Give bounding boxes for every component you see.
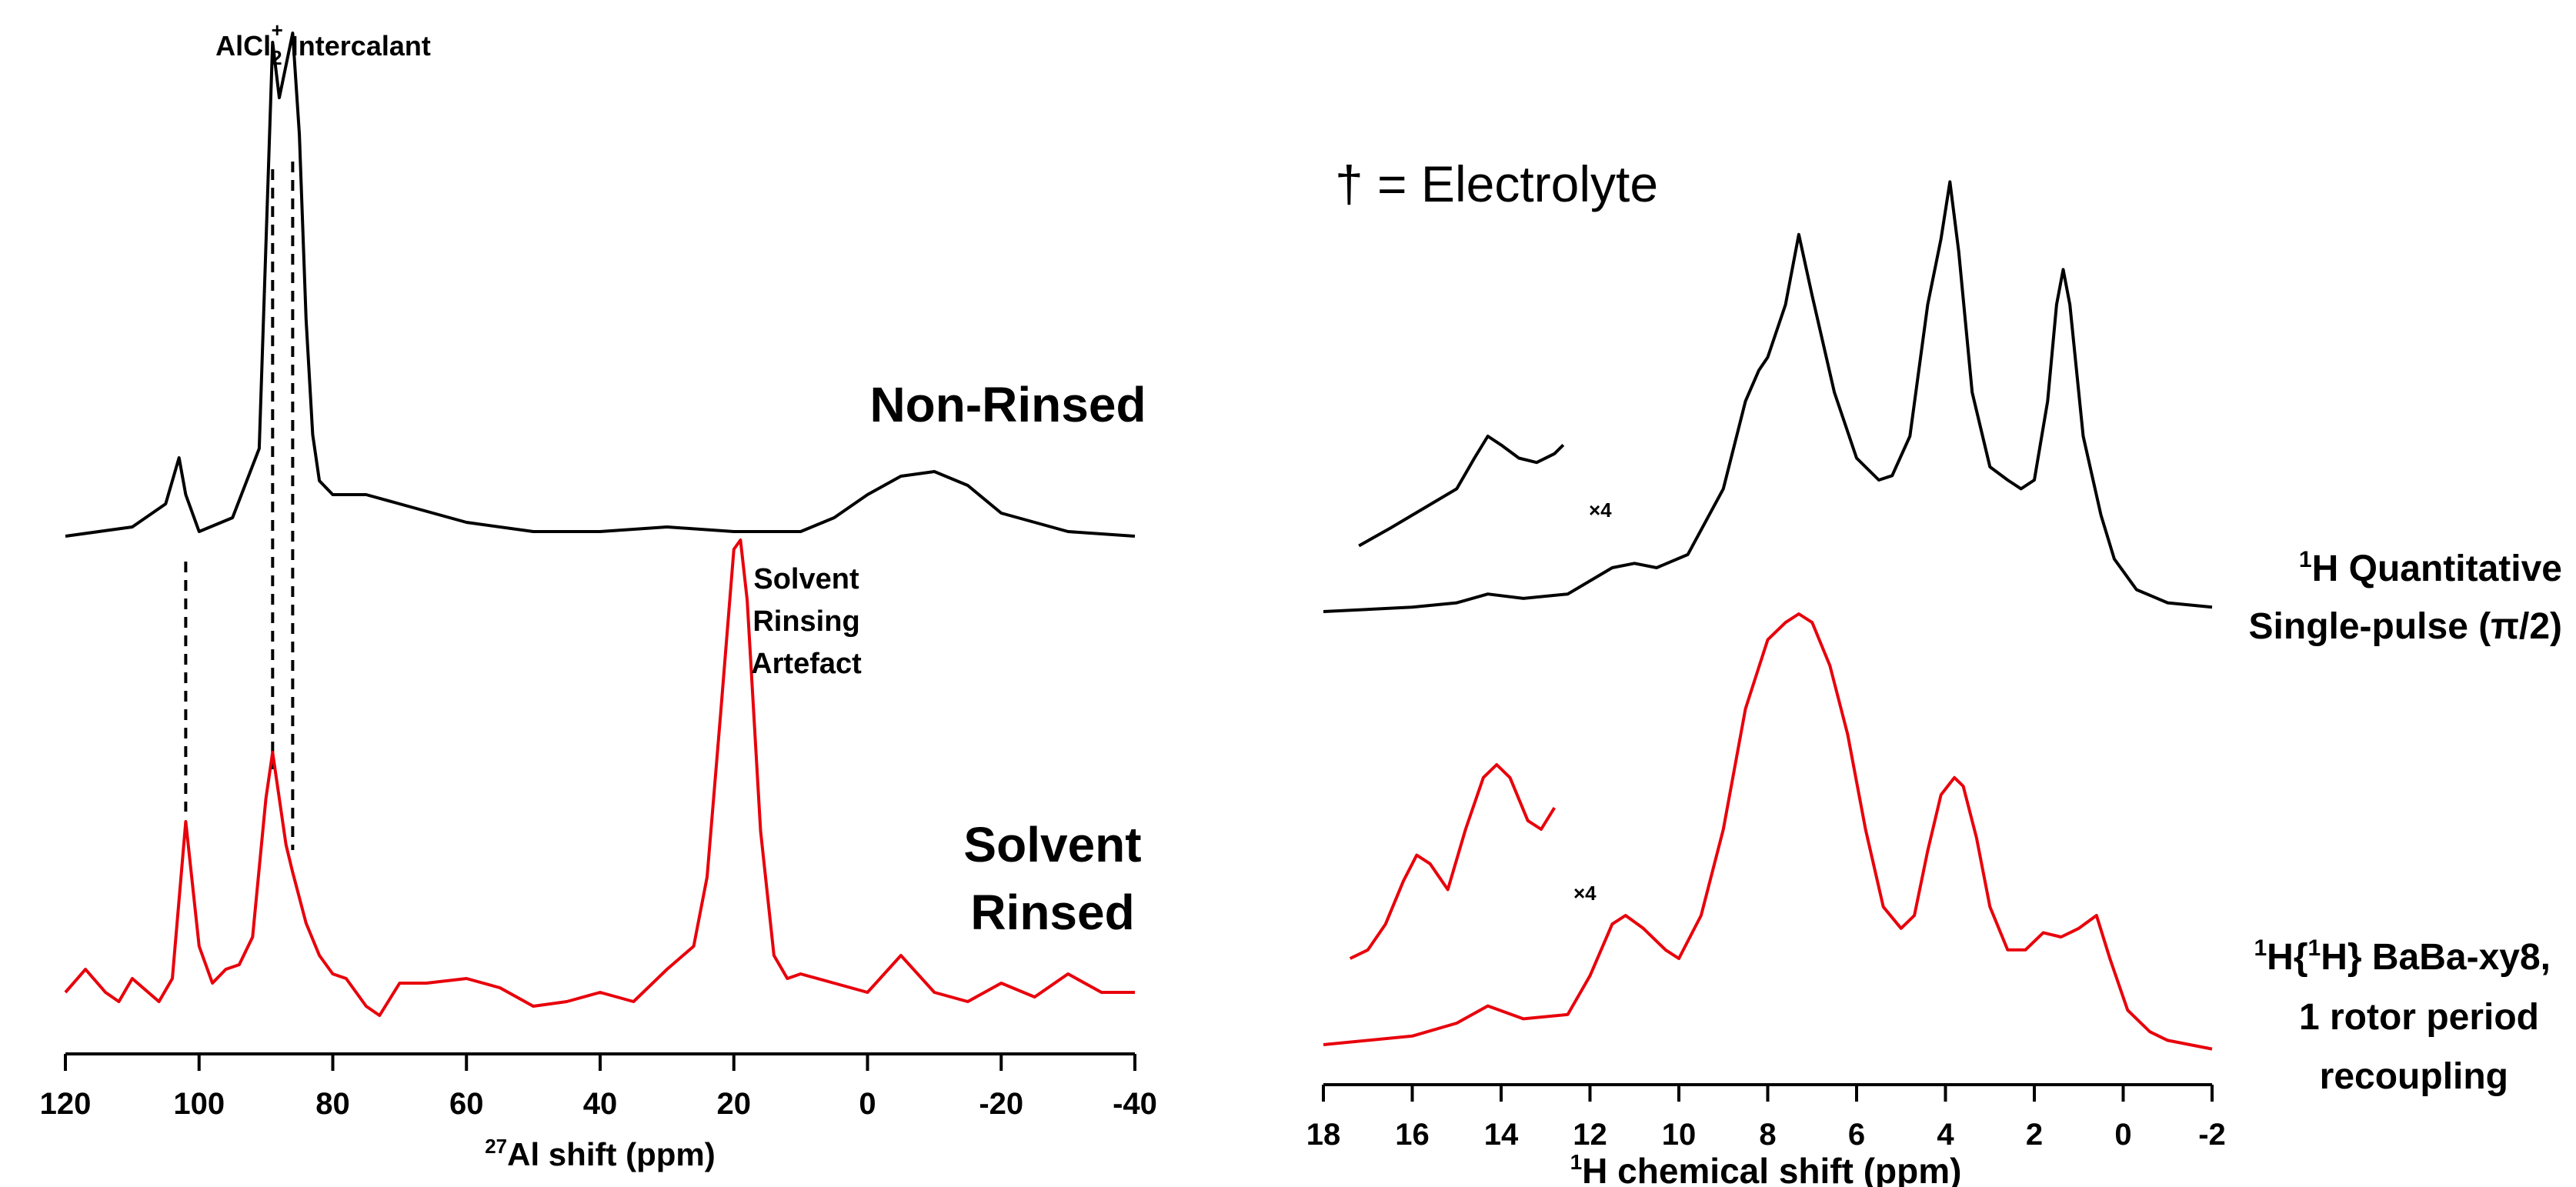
non-rinsed-label: Non-Rinsed [869,377,1146,432]
left-tick-label-0: 0 [859,1087,876,1121]
right-tick-label-12: 12 [1573,1118,1607,1152]
right-tick-label-16: 16 [1395,1118,1430,1152]
right-tick-label-10: 10 [1662,1118,1697,1152]
left-x-axis-ticks: 120 100 80 60 40 20 0 -20 -40 [40,1054,1157,1121]
right-tick-label--2: -2 [2198,1118,2226,1152]
right-tick-label-6: 6 [1848,1118,1865,1152]
baba-label-line1: 1H{1H} BaBa-xy8, [2254,935,2551,978]
quantitative-inset-x4-line [1358,435,1565,548]
intercalant-label: AlCl2+ Intercalant [215,18,431,69]
right-tick-label-18: 18 [1306,1118,1341,1152]
artefact-label-line2: Rinsing [752,605,859,638]
right-tick-label-8: 8 [1759,1118,1776,1152]
left-tick-label-40: 40 [583,1087,618,1121]
baba-label-line2: 1 rotor period [2299,997,2539,1038]
baba-inset-x4-line [1349,763,1557,960]
left-tick-label-20: 20 [717,1087,752,1121]
left-tick-label--40: -40 [1113,1087,1157,1121]
left-tick-label-120: 120 [40,1087,92,1121]
left-tick-label--20: -20 [979,1087,1023,1121]
left-tick-label-100: 100 [173,1087,225,1121]
right-tick-label-14: 14 [1484,1118,1519,1152]
non-rinsed-spectrum-line [65,32,1136,538]
quantitative-single-pulse-line [1323,180,2213,613]
quantitative-label-line2: Single-pulse (π/2) [2249,606,2562,647]
left-tick-label-60: 60 [449,1087,484,1121]
right-tick-label-2: 2 [2026,1118,2043,1152]
right-panel-1h-spectra: 18 16 14 12 10 8 6 4 2 0 -2 1H chemical shift (ppm… [1306,155,2562,1187]
artefact-label-line1: Solvent [753,563,859,595]
electrolyte-legend: † = Electrolyte [1335,155,1658,212]
quantitative-label-line1: 1H Quantitative [2299,547,2562,589]
solvent-rinsed-label-line1: Solvent [963,817,1141,872]
solvent-rinsed-label-line2: Rinsed [970,885,1134,940]
solvent-rinsed-spectrum-line [64,538,1135,1017]
peak-correlation-dashed-lines [184,162,295,850]
right-tick-label-0: 0 [2114,1118,2131,1152]
left-x-axis-label: 27Al shift (ppm) [485,1135,716,1172]
left-panel-27al-spectra: 120 100 80 60 40 20 0 -20 -40 27Al shift (ppm) A… [40,18,1157,1172]
artefact-label-line3: Artefact [751,648,862,680]
baba-label-line3: recoupling [2320,1056,2508,1097]
right-x-axis-label: 1H chemical shift (ppm) [1570,1150,1962,1187]
right-tick-label-4: 4 [1937,1118,1954,1152]
right-x-axis-ticks: 18 16 14 12 10 8 6 4 2 0 -2 [1306,1085,2226,1152]
baba-xy8-line [1323,612,2213,1051]
left-tick-label-80: 80 [315,1087,350,1121]
inset-multiplier-top: ×4 [1589,498,1612,522]
inset-multiplier-bottom: ×4 [1573,882,1597,905]
